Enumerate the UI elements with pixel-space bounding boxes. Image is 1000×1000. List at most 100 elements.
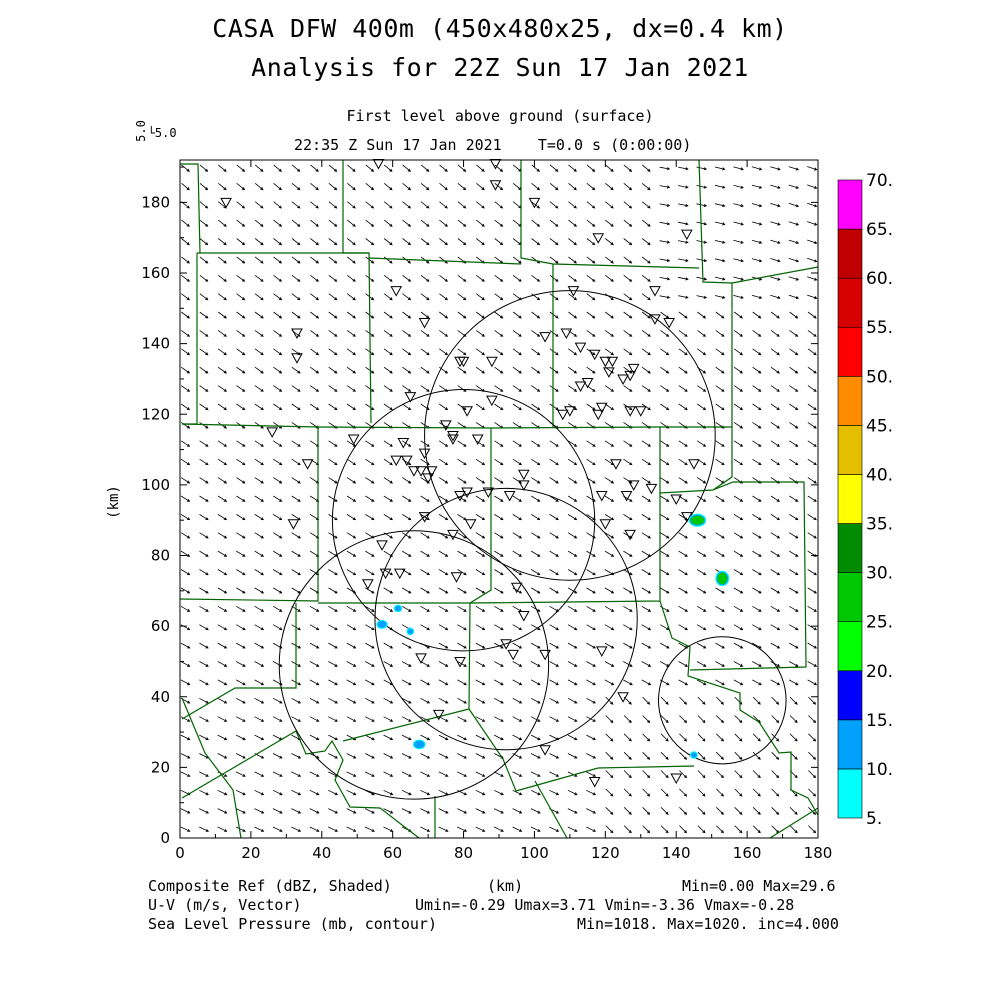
y-tick-label: 160 — [141, 264, 170, 282]
station-triangle — [439, 420, 452, 431]
colorbar-label: 10. — [866, 760, 893, 780]
station-triangle — [599, 519, 612, 530]
station-triangle — [517, 469, 530, 481]
station-triangle — [627, 363, 640, 375]
station-triangle — [408, 466, 420, 477]
colorbar-swatch — [837, 425, 863, 475]
station-triangle — [503, 490, 516, 502]
colorbar-label: 30. — [866, 564, 893, 584]
station-triangle — [592, 233, 605, 244]
station-triangle — [220, 197, 232, 209]
station-triangle — [291, 353, 303, 364]
colorbar-swatch — [837, 376, 863, 426]
station-triangle — [301, 459, 314, 470]
station-triangle — [291, 328, 303, 340]
station-triangle — [681, 512, 693, 523]
station-triangle — [415, 653, 427, 664]
station-triangle — [624, 529, 636, 541]
colorbar-swatch — [837, 179, 863, 230]
station-triangle — [606, 356, 619, 368]
reference-vector-label: 5.0└5.0 — [130, 120, 177, 142]
colorbar-swatch — [837, 277, 863, 328]
reflectivity-echoes — [376, 513, 730, 759]
radar-range-ring — [424, 290, 716, 581]
echo-core — [407, 628, 414, 635]
y-tick-label: 20 — [151, 758, 170, 776]
colorbar-swatch — [837, 474, 863, 524]
radar-range-ring — [658, 636, 787, 765]
footer-vector-minmax: Umin=-0.29 Umax=3.71 Vmin=-3.36 Vmax=-0.… — [415, 896, 795, 914]
station-triangle — [393, 568, 406, 580]
x-tick-label: 60 — [383, 844, 402, 862]
y-tick-label: 80 — [151, 547, 170, 565]
county-line — [769, 807, 819, 839]
station-triangle — [681, 229, 693, 241]
station-triangle — [688, 459, 700, 470]
county-line — [342, 160, 372, 424]
colorbar-label: 20. — [866, 662, 893, 682]
y-tick-label: 180 — [141, 193, 170, 211]
station-triangle — [397, 438, 410, 449]
county-line — [180, 163, 201, 254]
colorbar-label: 65. — [866, 220, 893, 240]
y-tick-label: 140 — [141, 335, 170, 353]
county-line — [182, 253, 198, 425]
county-line — [520, 160, 700, 269]
station-triangle — [595, 646, 608, 657]
colorbar-label: 70. — [866, 171, 893, 191]
station-triangle — [450, 572, 463, 583]
y-axis-label: (km) — [106, 485, 122, 519]
station-triangle — [432, 709, 445, 721]
colorbar: 5. 10. 15. 20. 25. 30. 35. 40. 45. 50. 55. 60. 65. 70… — [837, 171, 893, 829]
colorbar-label: 15. — [866, 711, 893, 731]
station-triangle — [400, 455, 413, 467]
colorbar-label: 50. — [866, 367, 893, 387]
station-triangle — [595, 402, 608, 414]
station-triangle — [645, 483, 658, 495]
station-triangle — [564, 406, 576, 417]
county-line — [659, 283, 733, 494]
pressure-contours — [278, 290, 787, 800]
station-triangle — [556, 409, 569, 421]
county-line — [181, 730, 420, 839]
colorbar-label: 40. — [866, 465, 893, 485]
colorbar-swatch — [837, 572, 863, 622]
station-triangle — [266, 427, 279, 438]
echo-core — [690, 515, 705, 525]
station-triangle — [528, 197, 541, 209]
station-triangle — [447, 430, 459, 442]
x-tick-label: 40 — [312, 844, 331, 862]
station-triangle — [454, 490, 466, 502]
station-triangle — [649, 314, 661, 325]
colorbar-label: 60. — [866, 269, 893, 289]
station-triangle — [447, 434, 459, 445]
colorbar-label: 25. — [866, 613, 893, 633]
county-line — [698, 159, 819, 284]
footer-shading-label: Composite Ref (dBZ, Shaded) — [148, 877, 392, 895]
station-triangle — [634, 406, 647, 417]
station-triangle — [454, 656, 466, 668]
radar-range-ring — [331, 389, 596, 652]
station-triangle — [617, 374, 629, 385]
colorbar-swatch — [837, 768, 863, 819]
valid-time-label: 22:35 Z Sun 17 Jan 2021 T=0.0 s (0:00:00… — [294, 136, 692, 154]
county-line — [179, 427, 319, 602]
station-triangle — [500, 639, 512, 650]
colorbar-label: 45. — [866, 416, 893, 436]
x-axis-label: (km) — [487, 877, 524, 895]
colorbar-label: 35. — [866, 515, 893, 535]
station-triangle — [390, 455, 403, 467]
station-triangle — [457, 356, 470, 368]
x-tick-label: 100 — [520, 844, 549, 862]
colorbar-swatch — [837, 719, 863, 770]
station-triangle — [649, 286, 661, 297]
station-triangle — [489, 180, 502, 191]
station-triangle — [670, 494, 683, 506]
station-triangle — [539, 649, 551, 661]
plot-title: CASA DFW 400m (450x480x25, dx=0.4 km) — [212, 14, 788, 43]
station-triangle — [595, 490, 608, 502]
echo-core — [394, 605, 402, 612]
echo-core — [377, 620, 387, 628]
y-tick-label: 0 — [160, 829, 170, 847]
x-tick-label: 80 — [454, 844, 473, 862]
